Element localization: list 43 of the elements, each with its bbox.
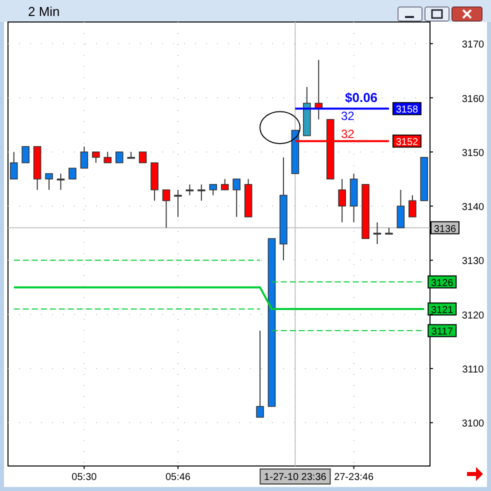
data-label: 3152 bbox=[396, 137, 419, 148]
data-label: 3126 bbox=[431, 278, 454, 289]
y-tick-label: 3110 bbox=[462, 364, 484, 376]
candlestick bbox=[104, 151, 112, 164]
candlestick bbox=[209, 184, 218, 196]
candlestick bbox=[138, 152, 147, 164]
data-label: 3121 bbox=[431, 304, 454, 316]
candlestick bbox=[45, 173, 53, 190]
data-label: 3117 bbox=[431, 326, 454, 338]
ref-line-label: 3136 bbox=[434, 224, 457, 235]
candlestick bbox=[198, 184, 206, 202]
candlestick bbox=[127, 151, 135, 159]
y-tick-label: 3140 bbox=[462, 202, 485, 214]
candlestick bbox=[186, 184, 194, 196]
y-tick-label: 3170 bbox=[462, 40, 485, 51]
annotation: 32 bbox=[341, 127, 355, 141]
x-tick-label: 1-27-10 23:36 bbox=[264, 472, 327, 483]
x-tick-label: 05:30 bbox=[72, 472, 98, 483]
y-tick-label: 3160 bbox=[462, 94, 485, 105]
y-tick-label: 3120 bbox=[462, 310, 485, 322]
candlestick bbox=[80, 146, 88, 169]
candlestick bbox=[115, 152, 124, 164]
candlestick bbox=[56, 173, 65, 190]
chart-title: 2 Min bbox=[28, 4, 60, 19]
y-tick-label: 3150 bbox=[462, 148, 485, 159]
candlestick bbox=[232, 178, 240, 218]
x-tick-label: 27-23:46 bbox=[334, 472, 374, 483]
candlestick bbox=[256, 330, 264, 418]
candlestick bbox=[408, 194, 416, 218]
candlestick bbox=[338, 178, 346, 223]
y-tick-label: 3130 bbox=[462, 256, 485, 268]
candlestick bbox=[396, 189, 405, 228]
candlestick bbox=[10, 151, 18, 180]
x-tick-label: 05:46 bbox=[165, 472, 191, 483]
candlestick bbox=[92, 151, 100, 164]
candlestick bbox=[22, 146, 30, 164]
candlestick bbox=[220, 178, 229, 190]
data-label: 3158 bbox=[396, 104, 419, 116]
annotation: $0.06 bbox=[345, 90, 378, 105]
annotation: 32 bbox=[341, 109, 355, 123]
candlestick bbox=[68, 168, 76, 180]
candlestick bbox=[162, 189, 170, 228]
y-tick-label: 3100 bbox=[462, 418, 485, 430]
